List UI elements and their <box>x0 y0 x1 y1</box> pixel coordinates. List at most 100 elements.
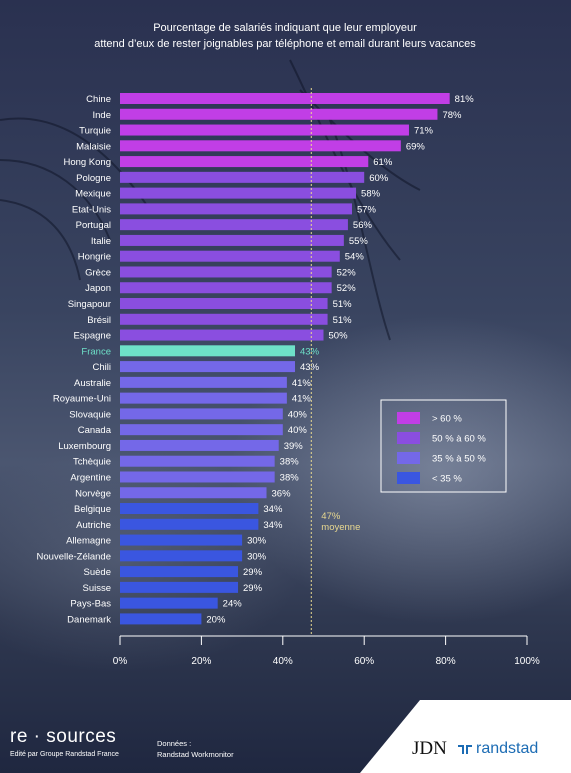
data-label: 36% <box>272 488 292 499</box>
x-tick-label: 20% <box>191 656 211 667</box>
category-label: Suisse <box>82 583 111 594</box>
bar <box>120 455 275 467</box>
bar <box>120 250 340 262</box>
bar <box>120 108 438 120</box>
category-label: Norvège <box>75 488 111 499</box>
data-label: 34% <box>263 504 283 515</box>
category-label: Hong Kong <box>63 157 111 168</box>
data-label: 30% <box>247 536 267 547</box>
bar <box>120 298 328 310</box>
bar <box>120 282 332 294</box>
category-label: France <box>81 346 111 357</box>
x-tick-label: 80% <box>436 656 456 667</box>
bar <box>120 219 348 231</box>
data-label: 54% <box>345 252 365 263</box>
category-label: Tchèquie <box>73 457 111 468</box>
data-label: 41% <box>292 394 312 405</box>
legend-box <box>380 399 507 493</box>
category-label: Slovaquie <box>69 409 111 420</box>
category-label: Mexique <box>75 189 111 200</box>
bar <box>120 471 275 483</box>
x-tick-label: 60% <box>354 656 374 667</box>
legend-label: > 60 % <box>432 414 462 425</box>
legend-label: 35 % à 50 % <box>432 454 486 465</box>
bar <box>120 171 365 183</box>
data-label: 50% <box>329 331 349 342</box>
data-label: 56% <box>353 220 373 231</box>
bar <box>120 345 296 357</box>
data-label: 52% <box>337 283 357 294</box>
bar <box>120 424 283 436</box>
data-label: 38% <box>280 457 300 468</box>
category-label: Suède <box>84 567 111 578</box>
category-label: Etat-Unis <box>72 204 111 215</box>
data-source-title: Données : <box>157 739 192 748</box>
data-label: 43% <box>300 362 320 373</box>
legend-swatch <box>397 472 420 484</box>
bar <box>120 156 369 168</box>
bar <box>120 566 239 578</box>
bar <box>120 234 344 246</box>
category-label: Brésil <box>87 315 111 326</box>
bar <box>120 203 352 215</box>
average-value-label: 47% <box>321 511 341 522</box>
category-label: Nouvelle-Zélande <box>37 551 111 562</box>
data-label: 60% <box>369 173 389 184</box>
legend-label: < 35 % <box>432 474 462 485</box>
category-label: Autriche <box>76 520 111 531</box>
category-label: Hongrie <box>78 252 111 263</box>
category-label: Espagne <box>73 331 111 342</box>
resources-logo: re · sources <box>10 726 117 747</box>
bar <box>120 518 259 530</box>
category-label: Chili <box>93 362 111 373</box>
data-label: 69% <box>406 141 426 152</box>
data-label: 55% <box>349 236 369 247</box>
data-label: 29% <box>243 583 263 594</box>
category-label: Canada <box>78 425 112 436</box>
category-label: Australie <box>74 378 111 389</box>
bar <box>120 313 328 325</box>
category-label: Royaume-Uni <box>53 394 111 405</box>
category-label: Danemark <box>67 614 111 625</box>
category-label: Turquie <box>79 126 111 137</box>
partner-logos-panel: JDN randstad <box>360 700 571 773</box>
randstad-icon <box>458 745 472 754</box>
category-label: Malaisie <box>76 141 111 152</box>
chart-title: Pourcentage de salariés indiquant que le… <box>0 20 570 52</box>
category-label: Pays-Bas <box>70 599 111 610</box>
category-label: Portugal <box>76 220 111 231</box>
bar <box>120 361 296 373</box>
category-label: Grèce <box>85 267 111 278</box>
data-label: 51% <box>333 315 353 326</box>
bar <box>120 187 357 199</box>
data-source-name: Randstad Workmonitor <box>157 750 234 759</box>
category-label: Japon <box>85 283 111 294</box>
bar <box>120 503 259 515</box>
data-label: 34% <box>263 520 283 531</box>
x-tick-label: 0% <box>113 656 128 667</box>
data-label: 43% <box>300 346 320 357</box>
bar <box>120 376 287 388</box>
data-label: 20% <box>206 614 226 625</box>
x-tick-label: 40% <box>273 656 293 667</box>
bar <box>120 93 450 104</box>
data-label: 40% <box>288 409 308 420</box>
brand-subtitle: Edité par Groupe Randstad France <box>10 751 119 758</box>
bar <box>120 329 324 341</box>
bar <box>120 550 243 562</box>
category-label: Argentine <box>70 472 111 483</box>
category-label: Italie <box>91 236 111 247</box>
legend-swatch <box>397 432 420 444</box>
bar <box>120 124 409 136</box>
data-label: 40% <box>288 425 308 436</box>
bar <box>120 613 202 625</box>
bar <box>120 392 287 404</box>
bar <box>120 408 283 420</box>
x-tick-label: 100% <box>514 656 540 667</box>
data-label: 24% <box>223 599 243 610</box>
category-label: Pologne <box>76 173 111 184</box>
data-label: 78% <box>442 110 462 121</box>
bar <box>120 597 218 609</box>
footer: re · sources Edité par Groupe Randstad F… <box>0 700 571 773</box>
